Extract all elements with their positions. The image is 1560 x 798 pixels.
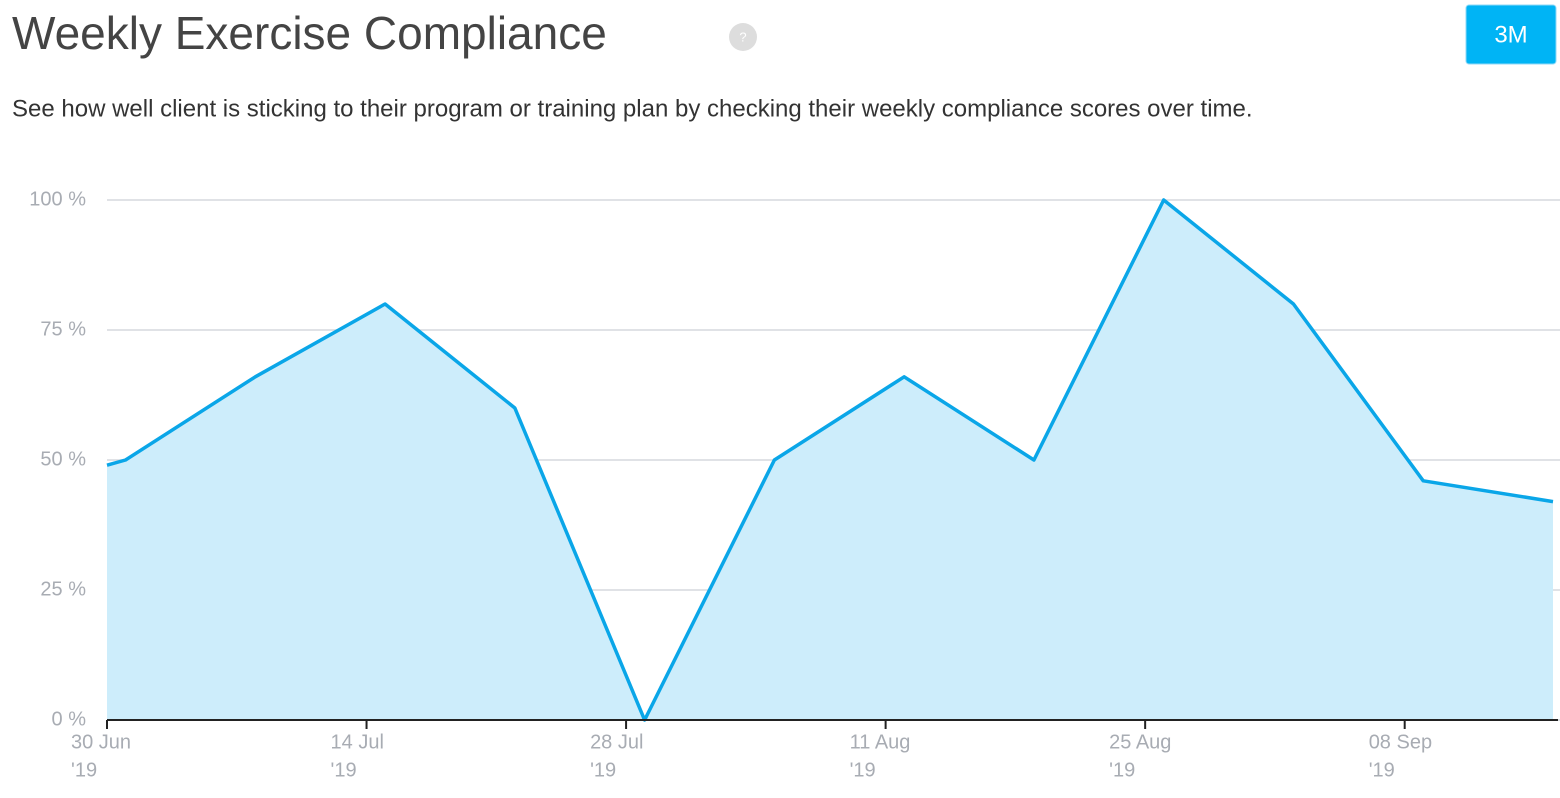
y-tick-label: 50 % xyxy=(40,448,86,470)
x-tick-label: 28 Jul xyxy=(590,731,643,753)
help-icon[interactable] xyxy=(729,23,757,51)
range-button[interactable] xyxy=(1465,4,1557,65)
x-tick-label: '19 xyxy=(71,759,97,781)
range-button-label[interactable]: 3M xyxy=(1494,21,1527,48)
y-tick-label: 75 % xyxy=(40,318,86,340)
x-tick-label: 11 Aug xyxy=(850,731,911,753)
x-tick-label: 14 Jul xyxy=(331,731,384,753)
y-tick-label: 0 % xyxy=(52,708,87,730)
x-tick-label: 25 Aug xyxy=(1109,731,1171,753)
line xyxy=(106,198,1554,722)
x-tick-label: '19 xyxy=(850,759,876,781)
x-tick-label: '19 xyxy=(1109,759,1135,781)
x-tick-label: 30 Jun xyxy=(71,731,131,753)
help-icon-label[interactable]: ? xyxy=(739,29,746,44)
x-tick-label: '19 xyxy=(590,759,616,781)
chart-subtitle: See how well client is sticking to their… xyxy=(12,95,1253,122)
chart-title: Weekly Exercise Compliance xyxy=(12,7,607,59)
x-tick-label: '19 xyxy=(1369,759,1395,781)
x-tick-label: 08 Sep xyxy=(1369,731,1432,753)
x-tick-label: '19 xyxy=(331,759,357,781)
y-tick-label: 100 % xyxy=(29,188,86,210)
area-fill xyxy=(107,200,1553,720)
y-tick-label: 25 % xyxy=(40,578,86,600)
